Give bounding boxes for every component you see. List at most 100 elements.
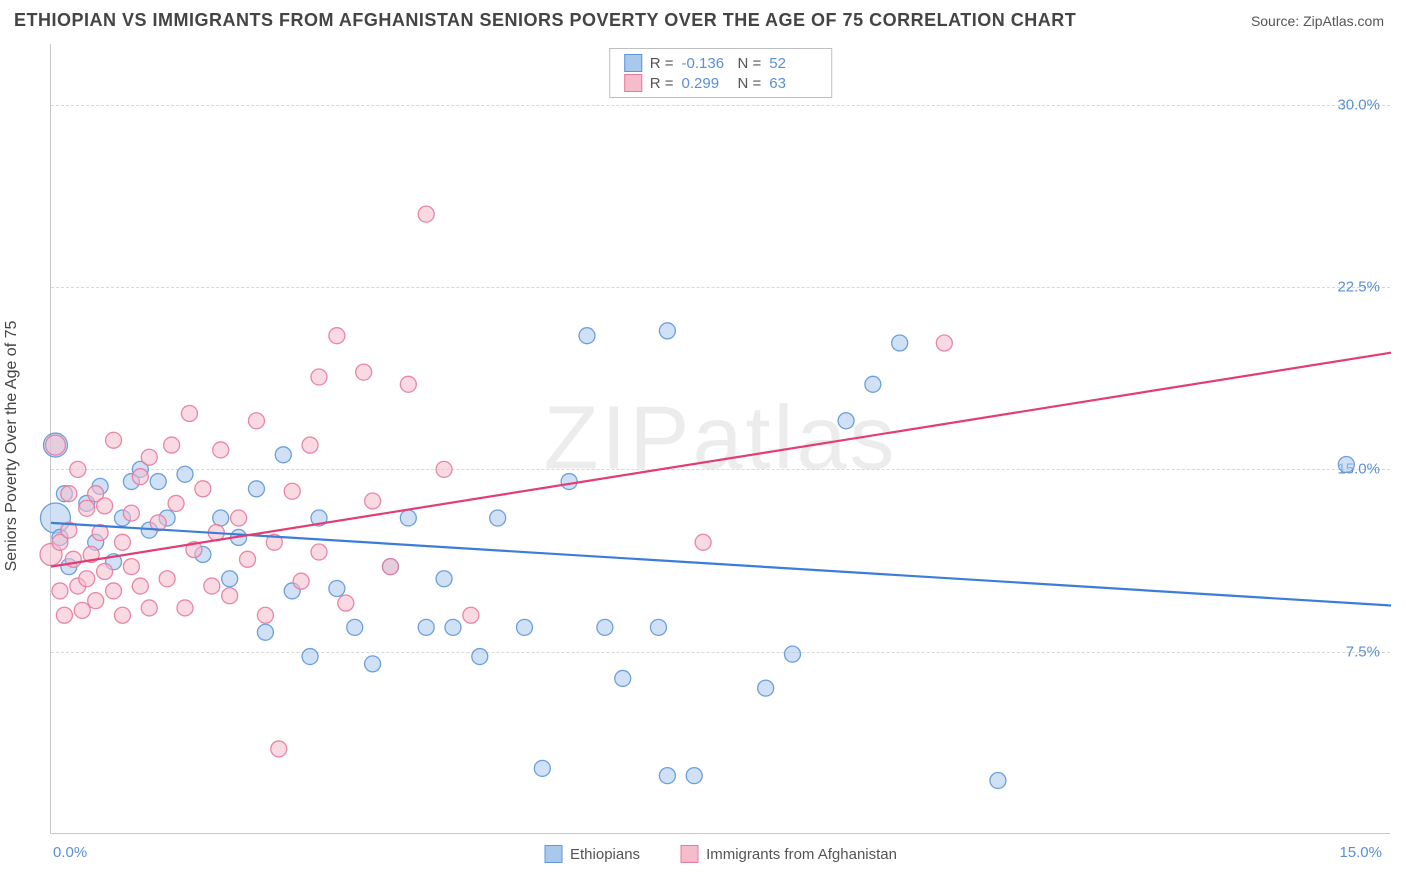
n-label: N = [738, 75, 762, 92]
data-point [61, 486, 77, 502]
n-value: 63 [769, 75, 817, 92]
data-point [114, 607, 130, 623]
data-point [436, 461, 452, 477]
data-point [302, 437, 318, 453]
data-point [56, 607, 72, 623]
data-point [338, 595, 354, 611]
data-point [436, 571, 452, 587]
data-point [222, 571, 238, 587]
data-point [418, 206, 434, 222]
data-point [892, 335, 908, 351]
data-point [615, 670, 631, 686]
data-point [195, 481, 211, 497]
chart-title: ETHIOPIAN VS IMMIGRANTS FROM AFGHANISTAN… [14, 10, 1076, 31]
data-point [79, 571, 95, 587]
data-point [302, 649, 318, 665]
data-point [275, 447, 291, 463]
data-point [164, 437, 180, 453]
data-point [311, 544, 327, 560]
data-point [365, 493, 381, 509]
data-point [79, 500, 95, 516]
data-point [74, 602, 90, 618]
header: ETHIOPIAN VS IMMIGRANTS FROM AFGHANISTAN… [0, 0, 1406, 37]
data-point [106, 432, 122, 448]
data-point [168, 495, 184, 511]
r-label: R = [650, 55, 674, 72]
data-point [222, 588, 238, 604]
n-value: 52 [769, 55, 817, 72]
data-point [70, 461, 86, 477]
data-point [382, 559, 398, 575]
data-point [659, 323, 675, 339]
stats-row-series-1: R = -0.136 N = 52 [610, 53, 832, 73]
data-point [248, 413, 264, 429]
data-point [114, 534, 130, 550]
data-point [597, 619, 613, 635]
data-point [150, 474, 166, 490]
data-point [516, 619, 532, 635]
data-point [936, 335, 952, 351]
data-point [213, 442, 229, 458]
data-point [181, 405, 197, 421]
data-point [1338, 457, 1354, 473]
data-point [271, 741, 287, 757]
data-point [990, 773, 1006, 789]
r-value: -0.136 [682, 55, 730, 72]
data-point [177, 600, 193, 616]
data-point [141, 600, 157, 616]
data-point [400, 376, 416, 392]
data-point [52, 583, 68, 599]
data-point [204, 578, 220, 594]
series-legend: Ethiopians Immigrants from Afghanistan [544, 845, 897, 863]
data-point [97, 563, 113, 579]
data-point [445, 619, 461, 635]
legend-item-series-1: Ethiopians [544, 845, 640, 863]
data-point [141, 449, 157, 465]
data-point [248, 481, 264, 497]
n-label: N = [738, 55, 762, 72]
data-point [123, 559, 139, 575]
data-point [132, 578, 148, 594]
data-point [45, 435, 65, 455]
y-axis-title: Seniors Poverty Over the Age of 75 [3, 321, 21, 572]
data-point [97, 498, 113, 514]
data-point [418, 619, 434, 635]
data-point [106, 583, 122, 599]
data-point [463, 607, 479, 623]
data-point [284, 483, 300, 499]
data-point [490, 510, 506, 526]
data-point [311, 369, 327, 385]
data-point [650, 619, 666, 635]
data-point [784, 646, 800, 662]
r-value: 0.299 [682, 75, 730, 92]
legend-label: Ethiopians [570, 846, 640, 863]
data-point [231, 510, 247, 526]
data-point [159, 571, 175, 587]
swatch-series-2 [624, 74, 642, 92]
r-label: R = [650, 75, 674, 92]
stats-row-series-2: R = 0.299 N = 63 [610, 73, 832, 93]
data-point [695, 534, 711, 550]
data-point [561, 474, 577, 490]
data-point [579, 328, 595, 344]
data-point [534, 760, 550, 776]
x-tick-max: 15.0% [1339, 844, 1382, 861]
data-point [686, 768, 702, 784]
correlation-stats-legend: R = -0.136 N = 52 R = 0.299 N = 63 [609, 48, 833, 98]
swatch-series-2 [680, 845, 698, 863]
data-point [257, 624, 273, 640]
x-tick-min: 0.0% [53, 844, 87, 861]
legend-item-series-2: Immigrants from Afghanistan [680, 845, 897, 863]
data-point [838, 413, 854, 429]
swatch-series-1 [544, 845, 562, 863]
data-point [293, 573, 309, 589]
data-point [400, 510, 416, 526]
scatter-plot-svg [51, 44, 1390, 833]
data-point [329, 328, 345, 344]
data-point [347, 619, 363, 635]
source-prefix: Source: [1251, 13, 1303, 29]
swatch-series-1 [624, 54, 642, 72]
data-point [865, 376, 881, 392]
data-point [177, 466, 193, 482]
data-point [213, 510, 229, 526]
